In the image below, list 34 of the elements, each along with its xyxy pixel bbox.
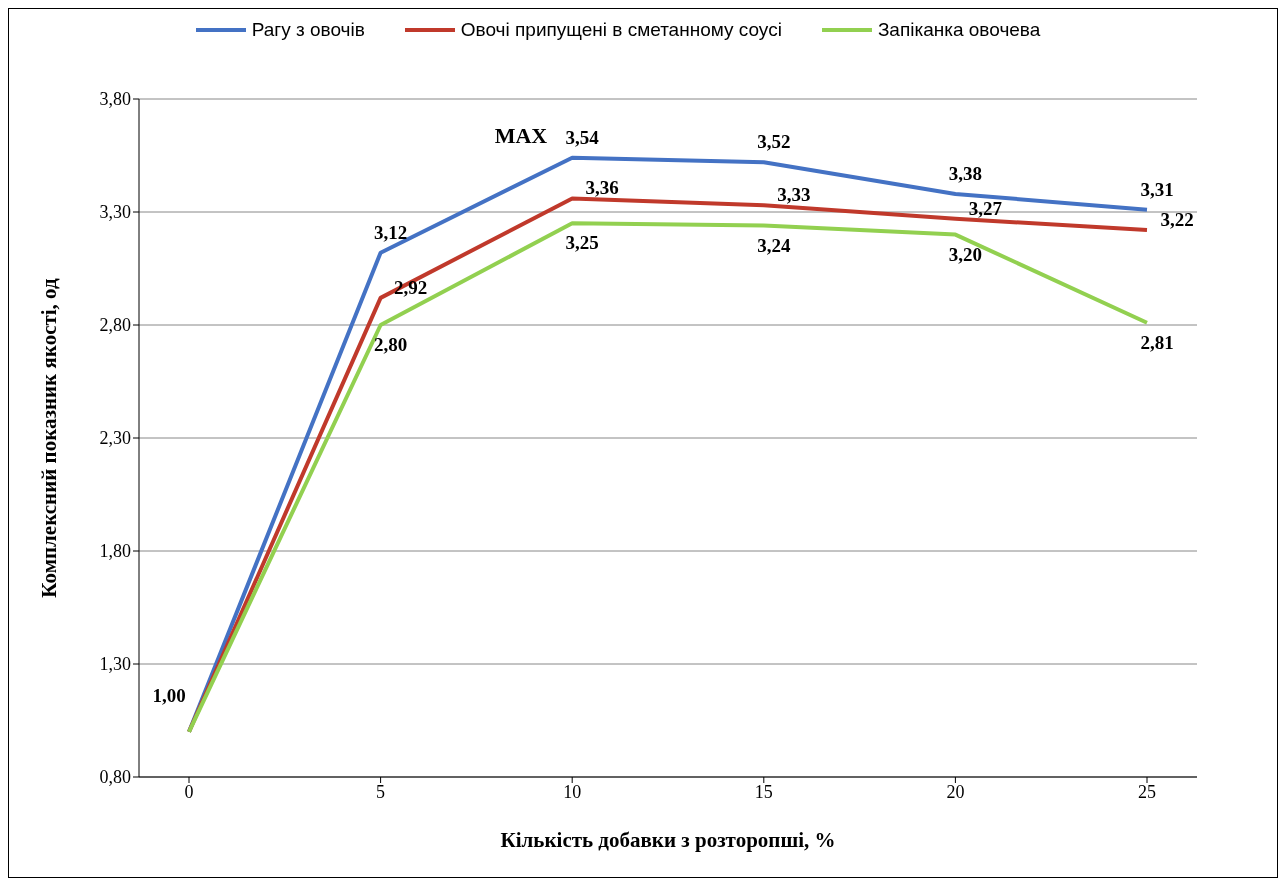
x-tick-label: 5 [376, 781, 386, 802]
data-label: 1,00 [152, 684, 186, 706]
y-tick-label: 1,80 [99, 541, 131, 562]
y-tick-label: 2,80 [99, 315, 131, 336]
data-label: 3,38 [948, 162, 983, 184]
x-tick-label: 20 [946, 781, 965, 802]
data-label: 3,52 [757, 131, 791, 153]
y-tick-label: 0,80 [99, 767, 131, 788]
data-label: 3,54 [565, 126, 600, 148]
y-tick-label: 3,30 [99, 202, 131, 223]
data-label: 2,81 [1140, 331, 1174, 353]
data-label: 3,36 [585, 177, 619, 199]
data-label: 3,24 [757, 234, 791, 256]
legend-label: Запіканка овочева [877, 19, 1041, 41]
data-label: 3,25 [565, 232, 599, 254]
data-label: 3,20 [948, 243, 983, 265]
data-label: 3,12 [373, 221, 408, 243]
y-tick-label: 1,30 [99, 654, 131, 675]
x-tick-label: 25 [1138, 781, 1156, 802]
y-axis-title: Комплексний показник якості, од [37, 277, 62, 598]
y-tick-label: 2,30 [99, 428, 131, 449]
legend-label: Овочі припущені в сметанному соусі [460, 19, 782, 41]
legend-label: Рагу з овочів [251, 19, 365, 41]
x-axis-title: Кількість добавки з розторопші, % [500, 828, 836, 852]
data-label: 2,80 [373, 334, 408, 355]
data-label: 3,33 [777, 184, 811, 206]
annotation: MAX [494, 122, 548, 148]
x-tick-label: 10 [563, 781, 582, 802]
data-label: 3,31 [1140, 178, 1174, 200]
x-tick-label: 15 [754, 781, 773, 802]
data-label: 3,27 [968, 197, 1003, 219]
x-tick-label: 0 [184, 781, 194, 802]
data-label: 3,22 [1160, 209, 1194, 231]
y-tick-label: 3,80 [99, 89, 131, 110]
